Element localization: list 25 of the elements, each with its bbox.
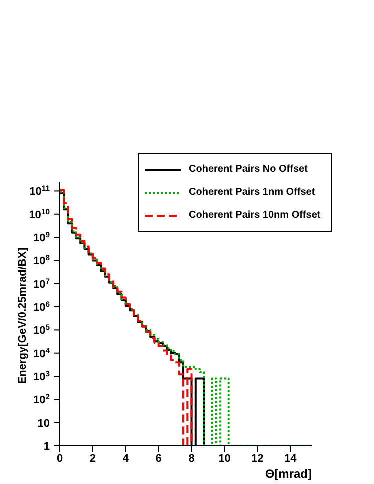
y-tick-label: 10$^{2}$: [33, 392, 50, 407]
y-tick-label: 10$^{4}$: [33, 346, 51, 360]
x-axis-title: Θ[mrad]: [265, 467, 312, 481]
x-tick-label: 6: [156, 452, 162, 465]
y-tick-label: 1: [44, 441, 50, 453]
y-tick-label: 10$^{5}$: [33, 322, 51, 338]
y-tick-label: 10: [38, 418, 50, 430]
x-tick-label: 2: [90, 452, 96, 465]
x-tick-label: 0: [56, 452, 64, 465]
x-tick-label: 14: [284, 452, 298, 465]
x-tick-label: 4: [122, 452, 130, 465]
x-tick-label: 10: [218, 452, 231, 465]
y-tick-label: 10$^{11}$: [30, 184, 51, 198]
y-tick-label: 10$^{9}$: [33, 230, 50, 245]
y-tick-label: 10$^{8}$: [33, 253, 51, 268]
legend-label: Coherent Pairs No Offset: [189, 164, 308, 175]
y-tick-label: 10$^{6}$: [33, 300, 50, 314]
y-tick-label: 10$^{10}$: [29, 206, 50, 222]
legend-label: Coherent Pairs 10nm Offset: [189, 210, 321, 221]
y-axis-title: Energy[GeV/0.25mrad/BX]: [17, 248, 29, 384]
x-tick-label: 12: [252, 452, 264, 465]
y-tick-label: 10$^{7}$: [33, 276, 50, 291]
x-tick-label: 8: [188, 452, 195, 465]
y-tick-label: 10$^{3}$: [33, 369, 50, 384]
legend-label: Coherent Pairs 1nm Offset: [189, 187, 316, 198]
